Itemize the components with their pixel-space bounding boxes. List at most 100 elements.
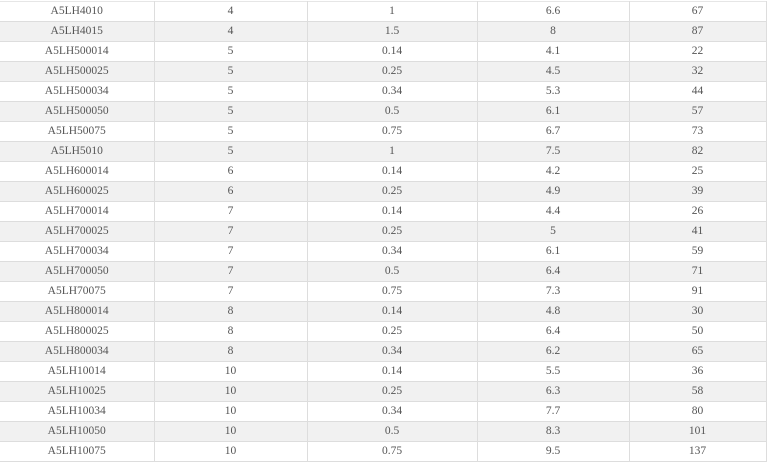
col4-cell: 9.5	[476, 441, 630, 462]
col2-cell: 5	[153, 101, 308, 122]
col4-cell: 7.5	[476, 141, 630, 162]
table-row: A5LH10075 10 0.75 9.5 137	[0, 441, 767, 462]
part-number-cell: A5LH5010	[0, 141, 155, 162]
col3-cell: 0.14	[306, 201, 478, 222]
table-row: A5LH700025 7 0.25 5 41	[0, 221, 767, 242]
col2-cell: 8	[153, 341, 308, 362]
table-row: A5LH4010 4 1 6.6 67	[0, 1, 767, 22]
table-row: A5LH10034 10 0.34 7.7 80	[0, 401, 767, 422]
col2-cell: 4	[153, 21, 308, 42]
col2-cell: 8	[153, 301, 308, 322]
table-row: A5LH10025 10 0.25 6.3 58	[0, 381, 767, 402]
col5-cell: 36	[628, 361, 767, 382]
col3-cell: 0.25	[306, 181, 478, 202]
col2-cell: 5	[153, 81, 308, 102]
part-number-cell: A5LH50075	[0, 121, 155, 142]
col5-cell: 82	[628, 141, 767, 162]
col2-cell: 10	[153, 361, 308, 382]
table-row: A5LH10014 10 0.14 5.5 36	[0, 361, 767, 382]
part-number-cell: A5LH10025	[0, 381, 155, 402]
col3-cell: 0.5	[306, 261, 478, 282]
table-row: A5LH50075 5 0.75 6.7 73	[0, 121, 767, 142]
col2-cell: 5	[153, 141, 308, 162]
part-number-cell: A5LH500025	[0, 61, 155, 82]
part-number-cell: A5LH500014	[0, 41, 155, 62]
table-row: A5LH600014 6 0.14 4.2 25	[0, 161, 767, 182]
part-number-cell: A5LH700014	[0, 201, 155, 222]
col3-cell: 0.25	[306, 321, 478, 342]
col2-cell: 10	[153, 421, 308, 442]
col5-cell: 30	[628, 301, 767, 322]
col2-cell: 10	[153, 401, 308, 422]
part-number-cell: A5LH800034	[0, 341, 155, 362]
part-number-cell: A5LH4010	[0, 1, 155, 22]
col5-cell: 44	[628, 81, 767, 102]
col2-cell: 7	[153, 201, 308, 222]
col5-cell: 32	[628, 61, 767, 82]
col2-cell: 7	[153, 221, 308, 242]
table-row: A5LH600025 6 0.25 4.9 39	[0, 181, 767, 202]
col4-cell: 6.6	[476, 1, 630, 22]
part-number-cell: A5LH70075	[0, 281, 155, 302]
col4-cell: 6.3	[476, 381, 630, 402]
part-number-cell: A5LH600025	[0, 181, 155, 202]
col4-cell: 6.1	[476, 101, 630, 122]
part-number-cell: A5LH700050	[0, 261, 155, 282]
col4-cell: 7.3	[476, 281, 630, 302]
col2-cell: 7	[153, 281, 308, 302]
col2-cell: 7	[153, 261, 308, 282]
col3-cell: 0.14	[306, 161, 478, 182]
col3-cell: 0.75	[306, 441, 478, 462]
table-row: A5LH500050 5 0.5 6.1 57	[0, 101, 767, 122]
col4-cell: 8.3	[476, 421, 630, 442]
col2-cell: 10	[153, 441, 308, 462]
table-row: A5LH800014 8 0.14 4.8 30	[0, 301, 767, 322]
col3-cell: 0.14	[306, 301, 478, 322]
part-number-cell: A5LH10050	[0, 421, 155, 442]
col5-cell: 39	[628, 181, 767, 202]
col2-cell: 8	[153, 321, 308, 342]
part-number-cell: A5LH10075	[0, 441, 155, 462]
col3-cell: 0.34	[306, 81, 478, 102]
col3-cell: 0.14	[306, 361, 478, 382]
col4-cell: 6.7	[476, 121, 630, 142]
col5-cell: 73	[628, 121, 767, 142]
col5-cell: 26	[628, 201, 767, 222]
col5-cell: 58	[628, 381, 767, 402]
col4-cell: 4.5	[476, 61, 630, 82]
col4-cell: 5	[476, 221, 630, 242]
col3-cell: 0.14	[306, 41, 478, 62]
table-row: A5LH5010 5 1 7.5 82	[0, 141, 767, 162]
col2-cell: 5	[153, 41, 308, 62]
table-row: A5LH800025 8 0.25 6.4 50	[0, 321, 767, 342]
col4-cell: 5.5	[476, 361, 630, 382]
col5-cell: 137	[628, 441, 767, 462]
col5-cell: 22	[628, 41, 767, 62]
col3-cell: 0.25	[306, 381, 478, 402]
col4-cell: 6.4	[476, 261, 630, 282]
col5-cell: 71	[628, 261, 767, 282]
col3-cell: 1	[306, 141, 478, 162]
col3-cell: 0.34	[306, 341, 478, 362]
col2-cell: 5	[153, 61, 308, 82]
part-number-cell: A5LH4015	[0, 21, 155, 42]
table-row: A5LH10050 10 0.5 8.3 101	[0, 421, 767, 442]
col4-cell: 6.1	[476, 241, 630, 262]
part-number-cell: A5LH10014	[0, 361, 155, 382]
col3-cell: 0.25	[306, 61, 478, 82]
table-row: A5LH700034 7 0.34 6.1 59	[0, 241, 767, 262]
col4-cell: 8	[476, 21, 630, 42]
col4-cell: 4.2	[476, 161, 630, 182]
col4-cell: 6.2	[476, 341, 630, 362]
col3-cell: 1.5	[306, 21, 478, 42]
col5-cell: 87	[628, 21, 767, 42]
col2-cell: 6	[153, 181, 308, 202]
part-number-cell: A5LH600014	[0, 161, 155, 182]
col2-cell: 7	[153, 241, 308, 262]
col5-cell: 65	[628, 341, 767, 362]
col2-cell: 6	[153, 161, 308, 182]
col5-cell: 91	[628, 281, 767, 302]
table-row: A5LH500034 5 0.34 5.3 44	[0, 81, 767, 102]
